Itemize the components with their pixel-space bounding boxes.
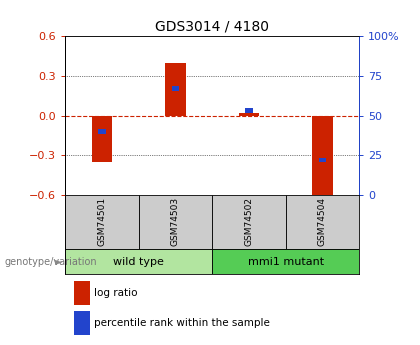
Text: GSM74503: GSM74503 bbox=[171, 197, 180, 246]
Title: GDS3014 / 4180: GDS3014 / 4180 bbox=[155, 20, 269, 34]
Bar bbox=[212, 249, 359, 274]
Text: ►: ► bbox=[55, 257, 62, 267]
Bar bbox=[212, 195, 286, 249]
Bar bbox=[319, 158, 326, 162]
Bar bbox=[245, 108, 252, 113]
Bar bbox=[98, 129, 105, 134]
Bar bbox=[286, 195, 359, 249]
Bar bbox=[65, 249, 212, 274]
Bar bbox=[65, 195, 139, 249]
Bar bbox=[312, 116, 333, 198]
Text: wild type: wild type bbox=[113, 257, 164, 267]
Bar bbox=[172, 86, 179, 91]
Text: GSM74504: GSM74504 bbox=[318, 197, 327, 246]
Text: GSM74501: GSM74501 bbox=[97, 197, 106, 246]
Bar bbox=[74, 310, 90, 335]
Bar bbox=[139, 195, 212, 249]
Text: genotype/variation: genotype/variation bbox=[4, 257, 97, 267]
Text: GSM74502: GSM74502 bbox=[244, 197, 253, 246]
Bar bbox=[239, 113, 259, 116]
Text: mmi1 mutant: mmi1 mutant bbox=[247, 257, 324, 267]
Bar bbox=[165, 63, 186, 116]
Text: percentile rank within the sample: percentile rank within the sample bbox=[94, 318, 270, 328]
Bar bbox=[92, 116, 112, 162]
Bar bbox=[74, 281, 90, 305]
Text: log ratio: log ratio bbox=[94, 288, 138, 298]
